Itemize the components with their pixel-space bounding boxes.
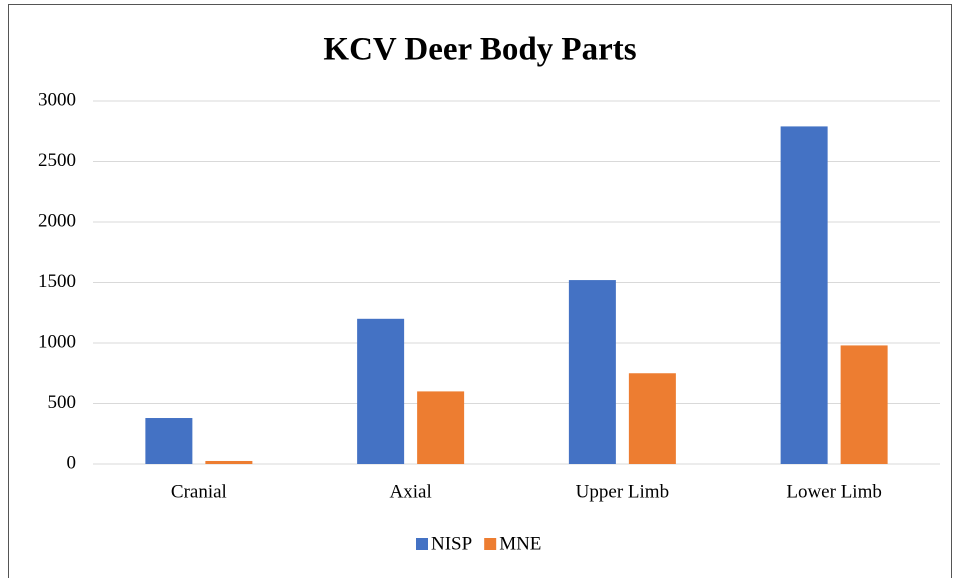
bar <box>417 391 465 464</box>
bar <box>780 126 828 464</box>
bar <box>840 345 888 464</box>
bar <box>145 418 193 464</box>
legend-swatch <box>484 538 497 550</box>
y-tick-label: 3000 <box>38 89 76 110</box>
y-tick-label: 1500 <box>38 271 76 292</box>
chart-title: KCV Deer Body Parts <box>323 32 636 68</box>
x-tick-label: Cranial <box>171 481 227 502</box>
x-tick-label: Upper Limb <box>576 481 669 502</box>
y-tick-label: 1000 <box>38 331 76 352</box>
bar <box>357 318 405 464</box>
legend-label: MNE <box>499 533 541 554</box>
y-tick-label: 2000 <box>38 210 76 231</box>
x-tick-label: Lower Limb <box>786 481 882 502</box>
y-tick-label: 2500 <box>38 150 76 171</box>
legend-swatch <box>416 538 428 550</box>
legend-label: NISP <box>431 533 472 554</box>
x-tick-label: Axial <box>390 481 432 502</box>
bar <box>205 460 253 464</box>
y-tick-label: 500 <box>48 392 77 413</box>
bar <box>568 280 616 464</box>
bar <box>628 373 676 464</box>
y-tick-label: 0 <box>67 452 77 473</box>
